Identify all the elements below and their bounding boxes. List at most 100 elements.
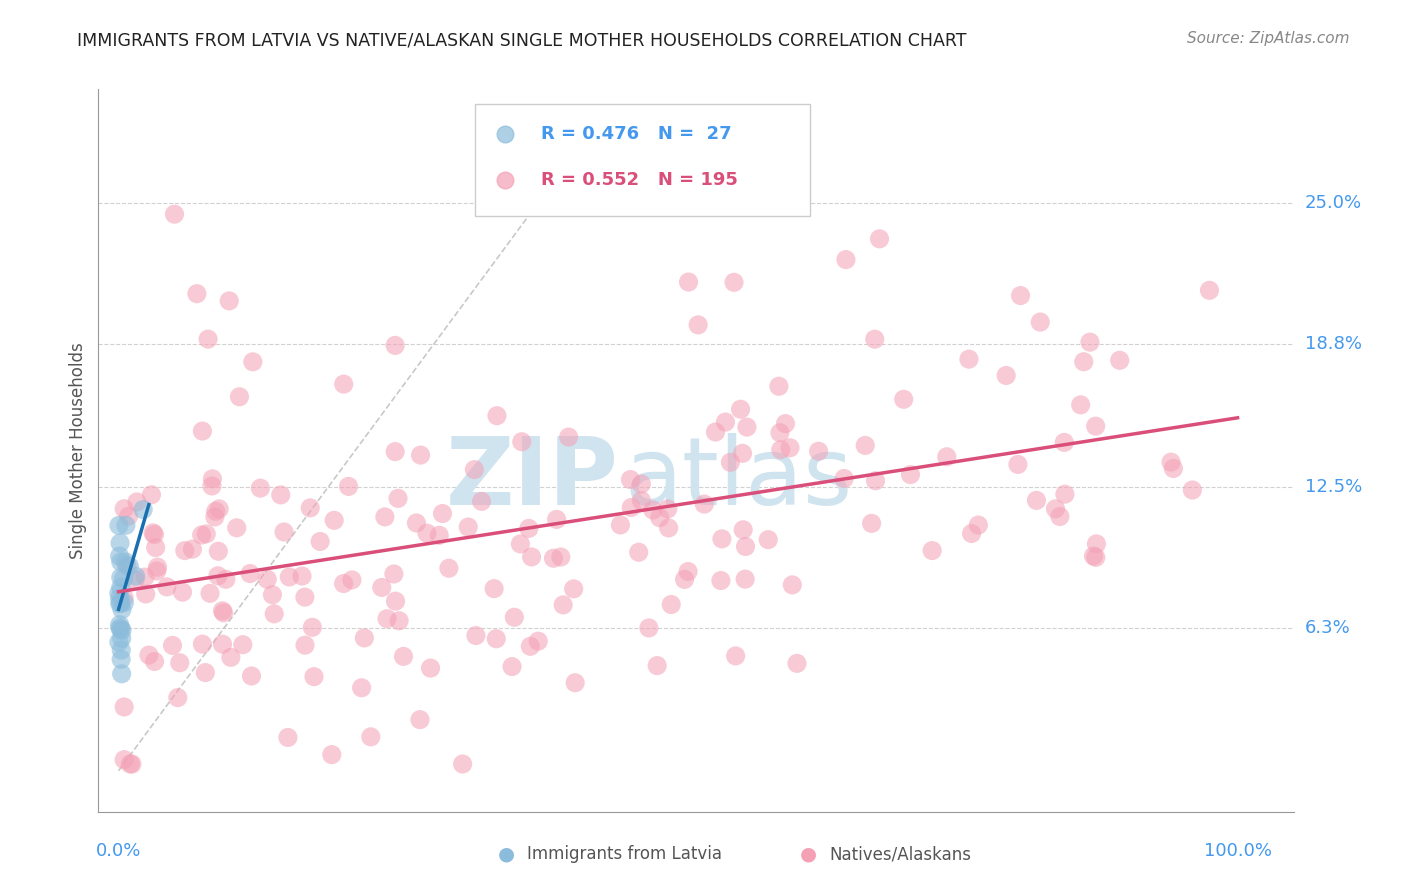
Point <box>1007 458 1029 472</box>
Point <box>724 648 747 663</box>
Point <box>384 444 406 458</box>
Point <box>451 757 474 772</box>
Point <box>382 566 405 581</box>
Point <box>658 521 681 535</box>
Point <box>1025 493 1047 508</box>
Point <box>527 634 550 648</box>
Point <box>371 581 394 595</box>
Text: Source: ZipAtlas.com: Source: ZipAtlas.com <box>1187 31 1350 46</box>
Point <box>166 690 188 705</box>
Point <box>141 488 163 502</box>
Point <box>620 500 643 515</box>
Point <box>201 479 224 493</box>
Point <box>172 585 194 599</box>
Point <box>457 520 479 534</box>
Point <box>197 332 219 346</box>
Point <box>1049 509 1071 524</box>
Text: atlas: atlas <box>624 434 852 525</box>
Point <box>124 569 146 583</box>
Point <box>111 602 134 616</box>
Point <box>375 612 398 626</box>
Point <box>108 591 131 605</box>
Point <box>186 286 208 301</box>
Point <box>273 524 295 539</box>
Point <box>207 544 229 558</box>
Point <box>835 252 858 267</box>
Point <box>657 502 679 516</box>
Point <box>309 534 332 549</box>
Point <box>115 518 138 533</box>
Point <box>562 582 585 596</box>
Point <box>550 549 572 564</box>
Point <box>337 479 360 493</box>
Point <box>321 747 343 762</box>
Point <box>960 526 983 541</box>
Point <box>1078 335 1101 350</box>
Point <box>419 661 441 675</box>
Point <box>198 586 221 600</box>
Point <box>332 576 354 591</box>
Point <box>1163 461 1185 475</box>
Point <box>294 590 316 604</box>
Point <box>110 570 132 584</box>
Point <box>463 462 485 476</box>
FancyBboxPatch shape <box>475 103 810 216</box>
Point <box>1045 501 1067 516</box>
Point <box>865 474 887 488</box>
Point <box>204 509 226 524</box>
Text: Immigrants from Latvia: Immigrants from Latvia <box>527 846 723 863</box>
Point <box>212 606 235 620</box>
Point <box>120 757 142 772</box>
Point <box>239 566 262 581</box>
Point <box>627 545 650 559</box>
Point <box>332 377 354 392</box>
Point <box>673 573 696 587</box>
Point <box>464 628 486 642</box>
Point <box>1083 549 1105 563</box>
Point <box>146 560 169 574</box>
Point <box>294 638 316 652</box>
Text: 18.8%: 18.8% <box>1305 334 1361 352</box>
Point <box>110 580 132 594</box>
Point <box>299 500 322 515</box>
Point <box>228 390 250 404</box>
Point <box>110 555 132 569</box>
Point <box>768 379 790 393</box>
Point <box>191 424 214 438</box>
Point <box>181 542 204 557</box>
Point <box>432 507 454 521</box>
Point <box>112 596 135 610</box>
Point <box>242 355 264 369</box>
Point <box>921 543 943 558</box>
Point <box>111 632 134 646</box>
Point <box>132 502 155 516</box>
Point <box>191 637 214 651</box>
Point <box>688 318 710 332</box>
Point <box>485 409 508 423</box>
Point <box>510 434 533 449</box>
Point <box>409 713 432 727</box>
Point <box>1070 398 1092 412</box>
Point <box>900 467 922 482</box>
Point <box>291 569 314 583</box>
Point <box>730 402 752 417</box>
Text: R = 0.476   N =  27: R = 0.476 N = 27 <box>541 125 731 143</box>
Point <box>108 586 131 600</box>
Point <box>277 731 299 745</box>
Point <box>108 617 131 632</box>
Point <box>118 559 141 574</box>
Point <box>204 504 226 518</box>
Point <box>208 501 231 516</box>
Point <box>108 621 131 635</box>
Point <box>678 275 700 289</box>
Point <box>384 594 406 608</box>
Text: 12.5%: 12.5% <box>1305 478 1362 496</box>
Point <box>108 597 131 611</box>
Point <box>162 639 184 653</box>
Point <box>731 446 754 460</box>
Point <box>225 521 247 535</box>
Point <box>893 392 915 407</box>
Point <box>853 438 876 452</box>
Point <box>108 549 131 563</box>
Point <box>278 570 301 584</box>
